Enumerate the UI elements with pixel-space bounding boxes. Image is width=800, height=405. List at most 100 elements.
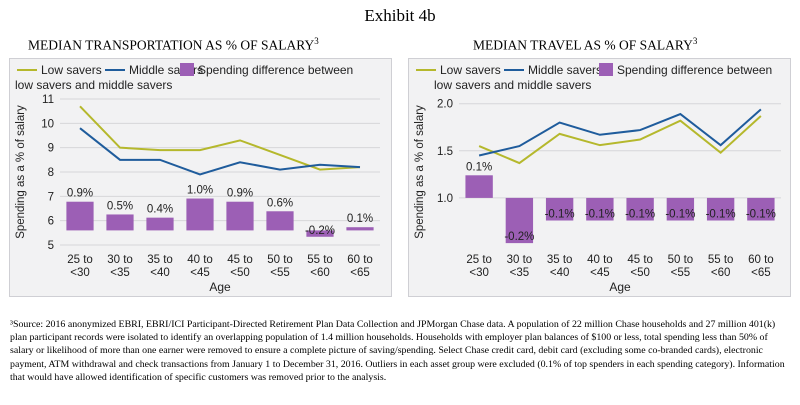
transport-lines	[79, 105, 361, 176]
legend-label-low-savers: Low savers	[440, 63, 501, 77]
line-middle-savers	[478, 108, 762, 157]
x-tick-label-line2: <60	[711, 267, 731, 279]
chart-title-transportation-text: MEDIAN TRANSPORTATION AS % OF SALARY	[28, 37, 315, 53]
x-tick-label-line2: <50	[230, 267, 250, 279]
legend-label-spending-difference-2: low savers and middle savers	[434, 78, 591, 92]
bar-6	[306, 230, 334, 237]
bar-data-label-2: -0.1%	[545, 209, 575, 221]
x-tick-label-line1: 35 to	[547, 254, 573, 266]
line-low-savers	[478, 115, 762, 165]
bar-data-label-4: -0.1%	[625, 209, 655, 221]
chart-title-travel: MEDIAN TRAVEL AS % OF SALARY3	[473, 36, 697, 54]
x-tick-label-line2: <65	[751, 267, 771, 279]
x-tick-label-line1: 55 to	[307, 254, 333, 266]
bar-data-label-4: 0.9%	[227, 188, 253, 200]
travel-x-axis: 25 to<30 30 to<35 35 to<40 40 to<45 45 to<50…	[466, 254, 773, 279]
bar-4	[226, 201, 254, 231]
travel-lines	[478, 108, 762, 165]
x-tick-label-line2: <60	[310, 267, 330, 279]
bar-data-label-6: -0.1%	[706, 209, 736, 221]
x-tick-label-line2: <55	[270, 267, 290, 279]
x-tick-label-line2: <35	[510, 267, 530, 279]
legend-swatch-spending-difference	[180, 63, 194, 76]
bar-5	[266, 211, 294, 231]
chart-panel-travel: Low savers Middle savers Spending differen…	[408, 58, 791, 297]
y-tick-label: 9	[48, 143, 54, 155]
x-tick-label-line1: 25 to	[466, 254, 492, 266]
x-tick-label-line2: <55	[671, 267, 691, 279]
x-tick-label-line1: 55 to	[708, 254, 734, 266]
x-tick-label-line1: 45 to	[627, 254, 653, 266]
x-tick-label-line1: 60 to	[748, 254, 774, 266]
x-tick-label-line1: 30 to	[107, 254, 133, 266]
bar-5	[666, 197, 695, 221]
legend-label-spending-difference-1: Spending difference between	[617, 63, 772, 77]
y-tick-label: 1.0	[437, 193, 453, 205]
bar-7	[346, 227, 374, 231]
x-axis-label: Age	[209, 280, 231, 294]
chart-panel-transportation: Low savers Middle savers Spending differen…	[9, 58, 392, 297]
bar-7	[747, 197, 775, 221]
bar-data-label-1: 0.5%	[107, 200, 133, 212]
x-tick-label-line1: 30 to	[507, 254, 533, 266]
bar-data-label-0: 0.1%	[466, 161, 492, 173]
x-tick-label-line2: <40	[150, 267, 170, 279]
bar-data-label-0: 0.9%	[67, 188, 93, 200]
chart-title-travel-sup: 3	[692, 36, 698, 46]
line-low-savers	[79, 105, 361, 171]
bar-4	[626, 197, 654, 221]
y-tick-label: 7	[48, 191, 54, 203]
y-tick-label: 6	[48, 216, 54, 228]
legend-label-middle-savers: Middle savers	[528, 63, 602, 77]
bar-2	[146, 217, 174, 231]
bar-1	[106, 214, 134, 231]
bar-data-label-5: -0.1%	[665, 209, 695, 221]
x-tick-label-line1: 50 to	[668, 254, 694, 266]
x-tick-label-line2: <30	[70, 267, 90, 279]
chart-title-transportation: MEDIAN TRANSPORTATION AS % OF SALARY3	[28, 36, 319, 54]
bar-data-label-2: 0.4%	[147, 204, 173, 216]
bar-data-label-3: -0.1%	[585, 209, 615, 221]
transport-x-axis: 25 to<30 30 to<35 35 to<40 40 to<45 45 to<50…	[67, 254, 373, 279]
bar-0	[66, 201, 94, 231]
bar-data-label-7: 0.1%	[347, 213, 373, 225]
y-tick-label: 10	[41, 118, 54, 130]
chart-title-transportation-sup: 3	[314, 36, 319, 46]
y-tick-label: 5	[48, 240, 54, 252]
x-tick-label-line1: 50 to	[267, 254, 293, 266]
x-tick-label-line1: 25 to	[67, 254, 93, 266]
y-tick-label: 8	[48, 167, 54, 179]
x-axis-label: Age	[609, 280, 631, 294]
x-tick-label-line2: <45	[190, 267, 210, 279]
line-middle-savers	[79, 127, 361, 176]
legend-label-low-savers: Low savers	[41, 63, 102, 77]
x-tick-label-line2: <40	[550, 267, 570, 279]
travel-legend: Low savers Middle savers Spending differen…	[416, 63, 772, 92]
chart-travel: Low savers Middle savers Spending differen…	[414, 63, 781, 294]
x-tick-label-line2: <30	[469, 267, 489, 279]
x-tick-label-line1: 35 to	[147, 254, 173, 266]
bar-data-label-1: -0.2%	[504, 231, 534, 243]
y-tick-label: 11	[42, 94, 54, 106]
y-tick-label: 1.5	[437, 146, 453, 158]
x-tick-label-line2: <65	[350, 267, 370, 279]
legend-label-spending-difference-1: Spending difference between	[198, 63, 353, 77]
bar-1	[505, 197, 534, 244]
transport-bars: 0.9% 0.5% 0.4% 1.0% 0.9% 0.6% -0.2% 0.1%	[66, 185, 374, 237]
travel-bars: 0.1% -0.2% -0.1% -0.1% -0.1% -0.1% -0.1% -0.1%	[465, 161, 776, 244]
bar-data-label-6: -0.2%	[305, 225, 335, 237]
x-tick-label-line2: <45	[590, 267, 610, 279]
exhibit-title: Exhibit 4b	[364, 6, 436, 25]
bar-3	[586, 197, 614, 221]
y-tick-label: 2.0	[437, 99, 453, 111]
bar-0	[465, 175, 493, 198]
x-tick-label-line1: 60 to	[347, 254, 373, 266]
travel-y-axis: 1.0 1.5 2.0	[437, 99, 781, 205]
x-tick-label-line1: 45 to	[227, 254, 253, 266]
x-tick-label-line2: <50	[630, 267, 650, 279]
x-tick-label-line2: <35	[110, 267, 130, 279]
bar-data-label-5: 0.6%	[267, 197, 293, 209]
chart-title-travel-text: MEDIAN TRAVEL AS % OF SALARY	[473, 37, 693, 53]
